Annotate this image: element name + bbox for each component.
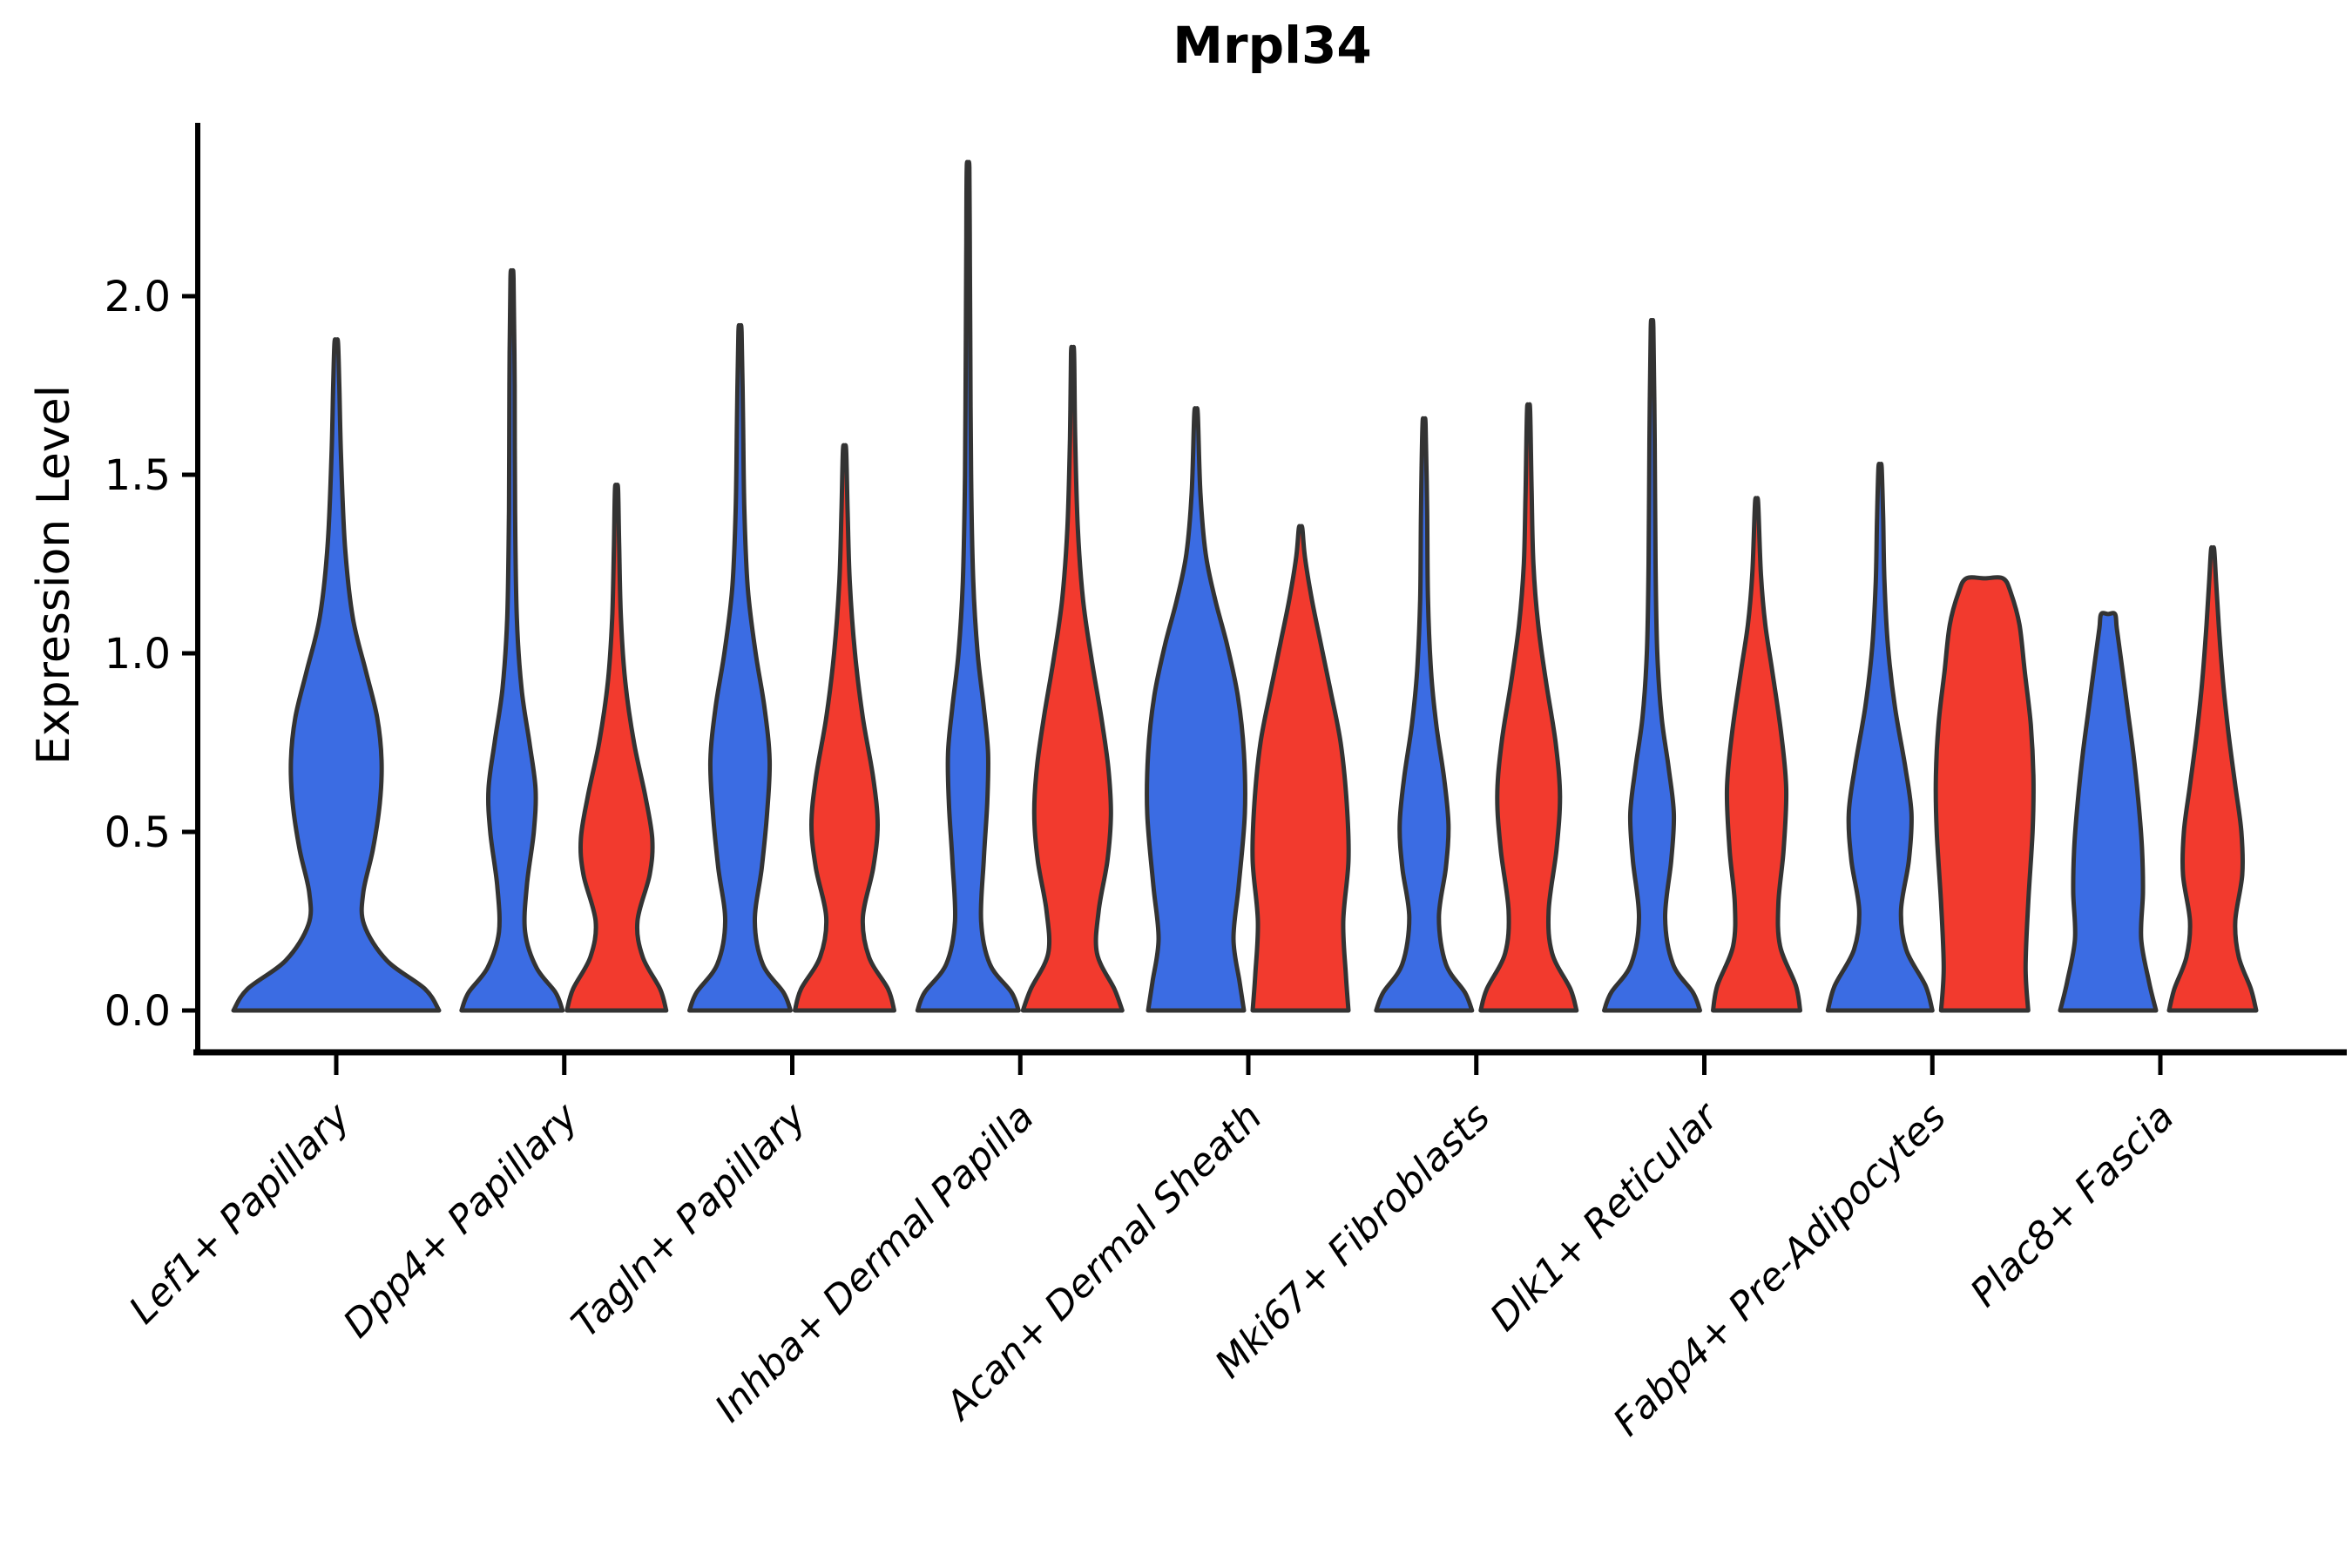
- x-tick-label: Dpp4+ Papillary: [335, 1094, 587, 1347]
- x-tick-label: Dlk1+ Reticular: [1482, 1093, 1728, 1340]
- violin-fabp4-pre-adipocytes-red: [1933, 575, 2036, 1013]
- y-axis-ticks: 0.0 0.5 1.0 1.5 2.0: [105, 273, 198, 1036]
- violin-lef1-papillary-blue: [231, 337, 442, 1013]
- violin-inhba-dermal-papilla-blue: [915, 159, 1021, 1013]
- violins: [231, 159, 2259, 1013]
- violin-fabp4-pre-adipocytes-blue: [1825, 462, 1935, 1013]
- y-tick-label: 2.0: [105, 273, 171, 321]
- violin-dlk1-reticular-red: [1711, 496, 1802, 1013]
- violin-acan-dermal-sheath-blue: [1145, 406, 1247, 1013]
- x-tick-label: Plac8+ Fascia: [1962, 1095, 2182, 1315]
- violin-plac8-fascia-red: [2166, 544, 2259, 1013]
- violin-tagln-papillary-red: [793, 443, 896, 1013]
- violin-mki67-fibroblasts-blue: [1374, 416, 1475, 1013]
- x-tick-label: Tagln+ Papillary: [564, 1094, 815, 1346]
- violin-dlk1-reticular-blue: [1602, 318, 1702, 1013]
- y-tick-label: 0.5: [105, 808, 171, 857]
- y-tick-label: 1.0: [105, 630, 171, 679]
- violin-acan-dermal-sheath-red: [1250, 524, 1351, 1013]
- violin-plac8-fascia-blue: [2058, 611, 2159, 1013]
- violin-tagln-papillary-blue: [687, 322, 793, 1013]
- violin-mki67-fibroblasts-red: [1478, 402, 1579, 1013]
- y-tick-label: 1.5: [105, 451, 171, 500]
- axes: [193, 123, 2347, 1056]
- plot-title: Mrpl34: [1173, 16, 1372, 75]
- y-tick-label: 0.0: [105, 987, 171, 1036]
- x-tick-label: Lef1+ Papillary: [121, 1094, 360, 1333]
- violin-inhba-dermal-papilla-red: [1020, 344, 1125, 1013]
- violin-dpp4-papillary-blue: [459, 267, 565, 1013]
- violin-dpp4-papillary-red: [564, 483, 669, 1013]
